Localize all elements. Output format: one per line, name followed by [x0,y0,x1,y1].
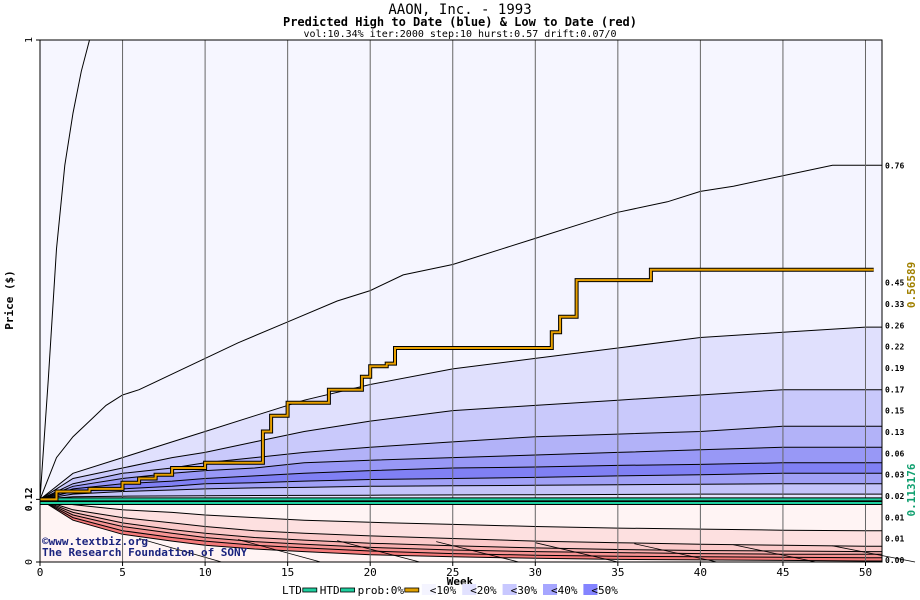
legend-label: <40% [551,584,578,597]
x-tick-label: 20 [364,566,377,579]
right-value-label: 0.26 [885,321,904,330]
high-band-fill [40,165,882,500]
high-band-line [39,164,882,500]
plot-border [39,39,883,563]
watermark-line-2: The Research Foundation of SONY [42,546,248,559]
low-band-hatch [337,540,420,563]
low-band-fill [40,499,882,531]
low-band-fill [40,499,882,555]
legend-swatch [340,587,356,593]
series-lines [40,267,882,505]
legend-swatch [543,584,557,595]
high-band-fill [40,389,882,500]
high-band-fill [40,473,882,500]
legend-label: HTD [320,584,340,597]
prob-line [40,268,874,501]
right-value-label: 0.01 [885,535,904,544]
right-value-label: 0.00 [885,556,904,565]
right-value-label: 0.45 [885,279,904,288]
watermark-line-1: ©www.textbiz.org [42,535,148,548]
chart-params: vol:10.34% iter:2000 step:10 hurst:0.57 … [303,29,616,40]
x-tick-label: 30 [529,566,542,579]
x-tick-label: 45 [776,566,789,579]
legend-swatch [462,584,477,595]
low-band-hatch [535,542,618,563]
y-axis-label: Price ($) [3,270,16,330]
chart-subtitle: Predicted High to Date (blue) & Low to D… [283,15,637,29]
right-value-label: 0.33 [885,300,904,309]
high-band-fill [40,462,882,500]
right-value-labels: 0.76 0.45 0.33 0.26 0.22 0.19 0.17 0.15 0.13 0.06… [885,161,904,565]
legend-swatch [302,587,318,593]
low-band-hatch [832,545,916,563]
right-value-label: 0.06 [885,449,904,458]
low-band-hatch [634,543,717,563]
right-value-label: 0.17 [885,385,904,394]
high-band-fill [40,40,882,500]
y-tick-label: 0 [24,559,35,565]
right-value-label: 0.03 [885,471,904,480]
x-tick-label: 50 [859,566,872,579]
low-band-fill [40,499,882,552]
x-tick-label: 0 [37,566,44,579]
axes: 0 5 10 15 20 25 30 35 40 45 50 0 0.12 1 [24,37,883,579]
right-value-label: 0.19 [885,364,904,373]
side-value-prob: 0.56589 [905,262,918,308]
x-tick-label: 10 [198,566,211,579]
legend-label: LTD [282,584,302,597]
legend-swatch [421,584,436,595]
legend-label: <50% [591,584,618,597]
x-tick-label: 15 [281,566,294,579]
legend-swatch [404,587,420,593]
right-value-label: 0.15 [885,407,904,416]
right-value-label: 0.02 [885,492,904,501]
high-band-fill [40,426,882,500]
x-tick-label: 40 [694,566,707,579]
right-value-label: 0.22 [885,343,904,352]
legend-label: prob:0% [358,584,405,597]
low-band-hatch [138,538,222,563]
high-band-fill [40,447,882,500]
right-value-label: 0.76 [885,161,904,170]
legend-label: <30% [511,584,538,597]
legend-swatch [502,584,517,595]
x-tick-label: 25 [446,566,459,579]
high-band-fill [40,327,882,500]
low-band-hatch [436,541,519,563]
legend-label: <20% [470,584,497,597]
legend: LTD HTD prob:0% <10% <20% <30% <40% <50% [282,584,618,597]
chart-title: AAON, Inc. - 1993 [388,2,531,18]
grid-lines [122,40,866,562]
side-value-ltd: 0.113176 [905,463,918,516]
legend-label: <10% [430,584,457,597]
right-value-label: 0.01 [885,513,904,522]
x-tick-label: 35 [611,566,624,579]
low-band-fill [40,499,882,561]
y-tick-label: 1 [24,37,35,43]
max-high-line [39,39,90,500]
low-band-fill [40,499,882,562]
right-value-label: 0.13 [885,428,904,437]
x-tick-label: 5 [119,566,126,579]
legend-swatch [583,584,598,595]
low-band-fill [40,499,882,547]
low-band-hatch [238,539,321,563]
low-band-hatch [733,544,817,563]
y-tick-label: 0.12 [24,487,35,511]
